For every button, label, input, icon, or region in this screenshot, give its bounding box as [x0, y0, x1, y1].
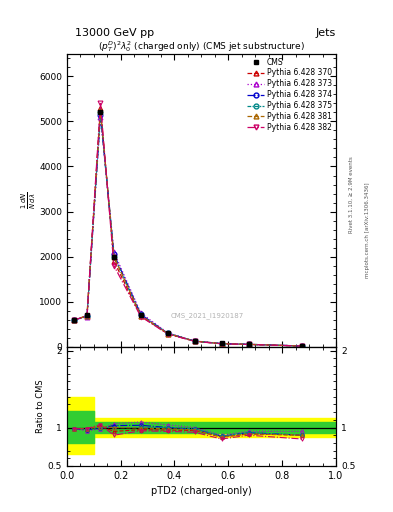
Legend: CMS, Pythia 6.428 370, Pythia 6.428 373, Pythia 6.428 374, Pythia 6.428 375, Pyt: CMS, Pythia 6.428 370, Pythia 6.428 373,… [246, 56, 334, 134]
Text: CMS_2021_I1920187: CMS_2021_I1920187 [170, 312, 243, 319]
Text: mcplots.cern.ch [arXiv:1306.3436]: mcplots.cern.ch [arXiv:1306.3436] [365, 183, 370, 278]
Text: Rivet 3.1.10, ≥ 2.9M events: Rivet 3.1.10, ≥ 2.9M events [349, 156, 354, 233]
X-axis label: pTD2 (charged-only): pTD2 (charged-only) [151, 486, 252, 496]
Y-axis label: $\frac{1}{N}\frac{dN}{d\,\lambda}$: $\frac{1}{N}\frac{dN}{d\,\lambda}$ [19, 191, 38, 209]
Y-axis label: Ratio to CMS: Ratio to CMS [36, 379, 45, 433]
Text: 13000 GeV pp: 13000 GeV pp [75, 28, 154, 38]
Text: Jets: Jets [316, 28, 336, 38]
Title: $(p_T^D)^2\lambda_0^2$ (charged only) (CMS jet substructure): $(p_T^D)^2\lambda_0^2$ (charged only) (C… [98, 39, 305, 54]
